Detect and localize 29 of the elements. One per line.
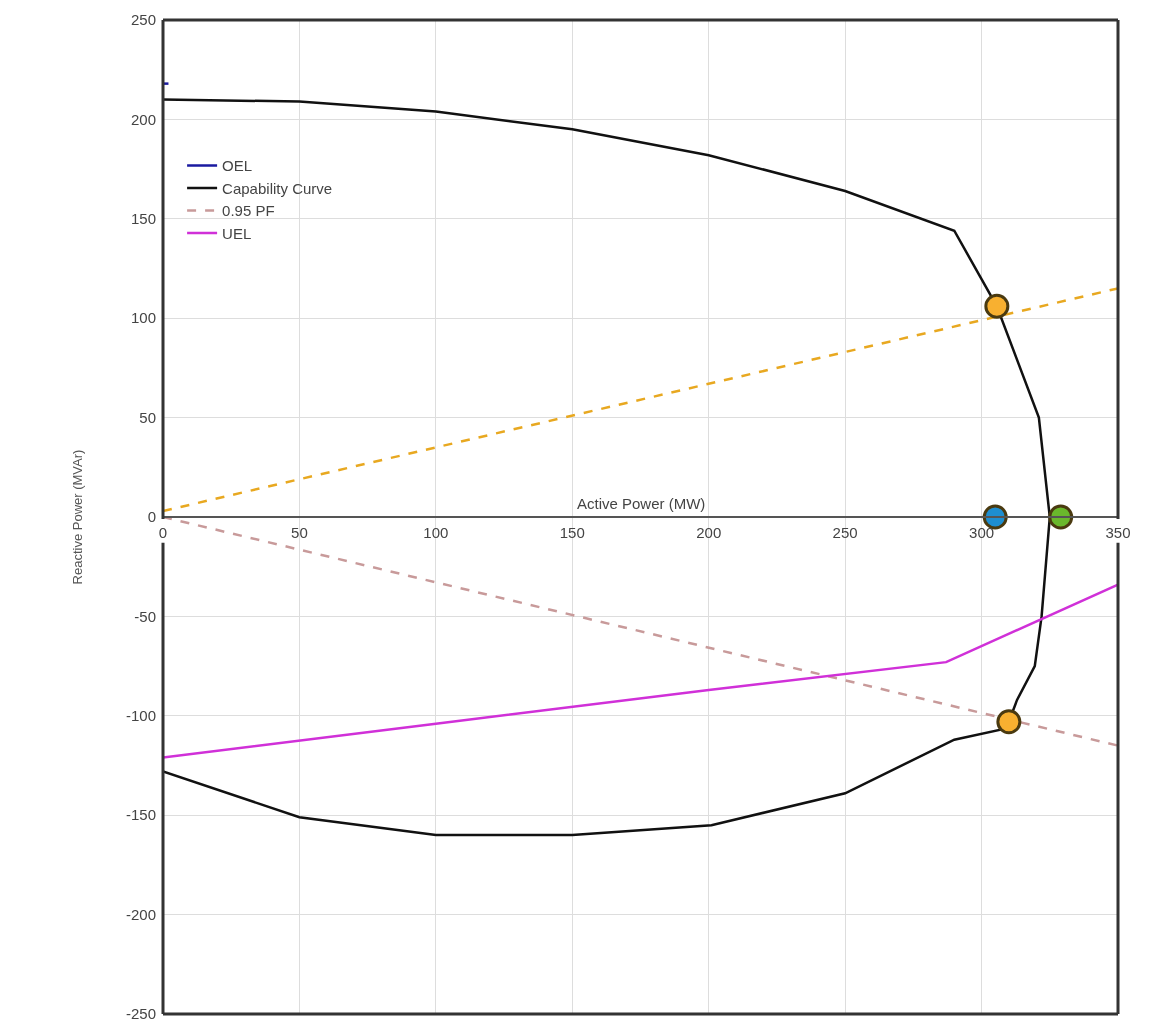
y-tick-label: 0: [147, 508, 156, 526]
y-tick-label: 200: [130, 110, 156, 128]
x-tick-label: 200: [696, 524, 722, 541]
legend-label: 0.95 PF: [222, 202, 275, 220]
point: [1048, 504, 1074, 530]
y-tick-label: -100: [125, 707, 156, 725]
y-tick-label: -250: [125, 1005, 156, 1023]
y-tick-label: 50: [139, 408, 156, 426]
x-axis-title: Active Power (MW): [577, 495, 706, 512]
y-tick-label: 250: [130, 11, 156, 29]
point: [984, 293, 1010, 319]
x-tick-label: 0: [158, 524, 168, 541]
x-tick-label: 350: [1105, 524, 1131, 541]
y-tick-label: -150: [125, 806, 156, 824]
y-tick-label: 100: [130, 309, 156, 327]
legend-label: Capability Curve: [222, 179, 333, 197]
x-tick-label: 100: [423, 524, 449, 541]
y-tick-label: -200: [125, 905, 156, 923]
x-tick-label: 150: [559, 524, 585, 541]
x-tick-label: 50: [291, 524, 308, 541]
legend-label: OEL: [222, 157, 253, 175]
x-tick-label: 300: [969, 524, 995, 541]
y-axis-title: Reactive Power (MVAr): [69, 449, 85, 585]
y-tick-label: 150: [130, 210, 156, 228]
y-tick-label: -50: [134, 607, 156, 625]
legend-label: UEL: [222, 224, 252, 242]
line-series: [163, 583, 1118, 759]
point: [996, 709, 1022, 735]
x-tick-label: 250: [832, 524, 858, 541]
